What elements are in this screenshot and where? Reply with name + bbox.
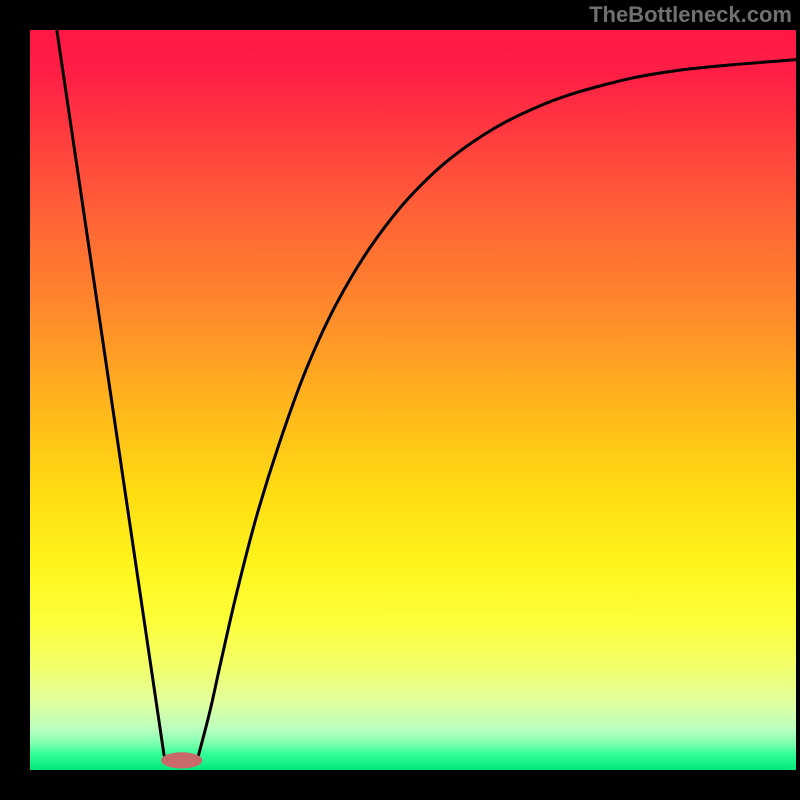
watermark-text: TheBottleneck.com (589, 2, 792, 27)
chart-canvas: TheBottleneck.com (0, 0, 800, 800)
bottleneck-marker (161, 752, 202, 768)
bottleneck-chart: TheBottleneck.com (0, 0, 800, 800)
plot-background (30, 30, 796, 770)
